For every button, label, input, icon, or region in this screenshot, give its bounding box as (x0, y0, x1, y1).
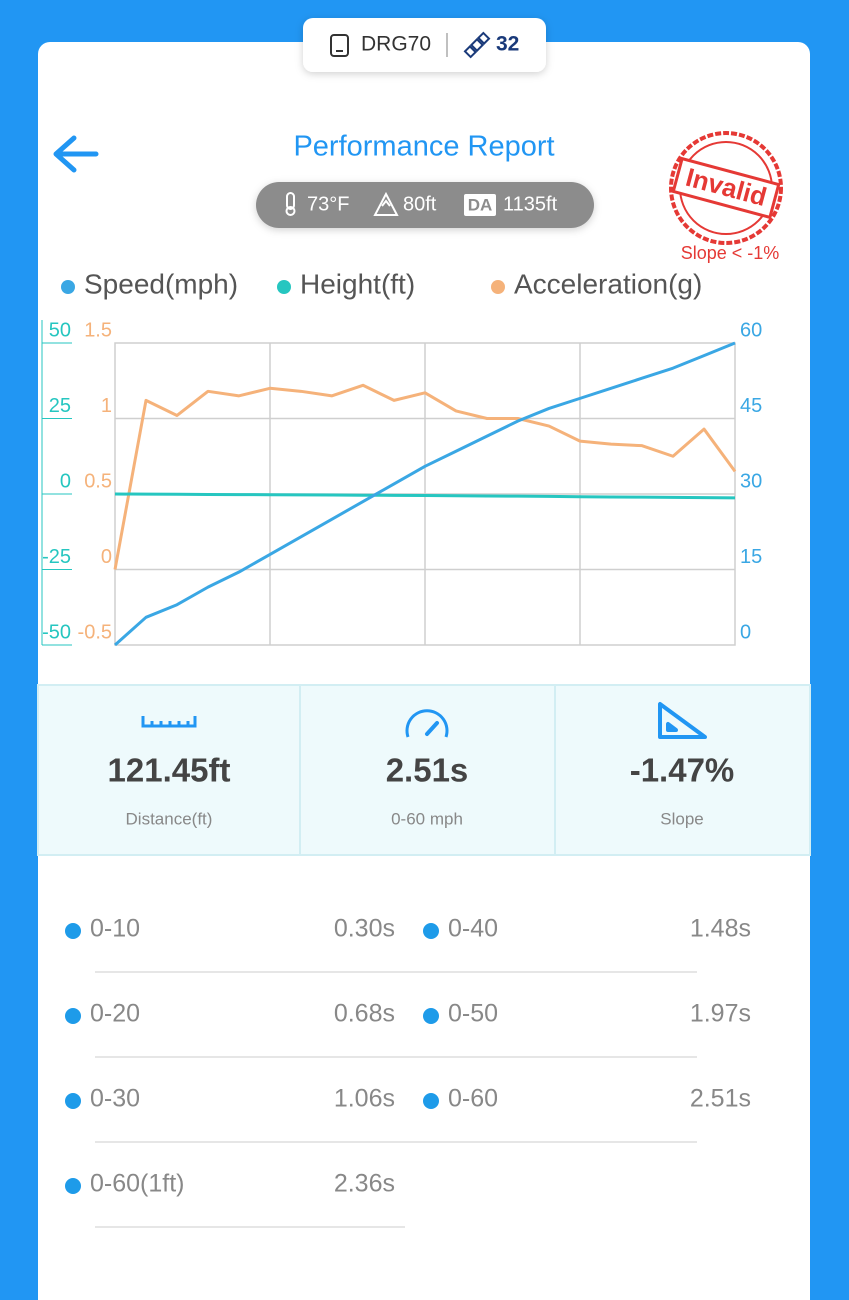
split-dot (423, 923, 439, 939)
altitude: 80ft (403, 193, 437, 215)
split-time: 1.48s (690, 915, 751, 943)
split-label: 0-30 (90, 1085, 140, 1113)
gauge-needle (425, 721, 439, 736)
da-label: DA (468, 195, 493, 214)
split-dot (65, 1093, 81, 1109)
stamp-note: Slope < -1% (681, 243, 780, 263)
stat-value: 2.51s (386, 752, 469, 789)
temperature: 73°F (307, 193, 349, 215)
legend-dot (277, 280, 291, 294)
y-tick-label: 25 (49, 395, 71, 417)
y-tick-label: 30 (740, 470, 762, 492)
series-line (114, 341, 736, 647)
split-dot (65, 1008, 81, 1024)
y-tick-label: 0 (60, 470, 71, 492)
y-tick-label: 0 (101, 546, 112, 568)
device-name: DRG70 (361, 33, 431, 56)
y-tick-label: 50 (49, 319, 71, 341)
card (38, 42, 810, 1300)
device-icon (330, 34, 349, 57)
y-tick-label: 15 (740, 546, 762, 568)
split-label: 0-60(1ft) (90, 1170, 184, 1198)
y-tick-label: 1.5 (84, 319, 112, 341)
stat-label: 0-60 mph (391, 809, 463, 828)
legend-dot (61, 280, 75, 294)
split-time: 2.36s (334, 1170, 395, 1198)
split-dot (423, 1008, 439, 1024)
stats-panel (37, 684, 811, 856)
split-time: 2.51s (690, 1085, 751, 1113)
stat-value: -1.47% (630, 752, 735, 789)
split-time: 0.68s (334, 1000, 395, 1028)
conditions-pill (256, 182, 594, 228)
legend-label: Acceleration(g) (514, 268, 702, 299)
split-dot (423, 1093, 439, 1109)
y-tick-label: -25 (42, 546, 71, 568)
series-line (114, 492, 736, 500)
page-title: Performance Report (293, 131, 554, 163)
density-altitude: 1135ft (503, 193, 558, 215)
y-tick-label: -0.5 (78, 621, 112, 643)
satellite-icon (463, 31, 491, 59)
split-dot (65, 923, 81, 939)
y-tick-label: 45 (740, 395, 762, 417)
split-label: 0-20 (90, 1000, 140, 1028)
stat-label: Distance(ft) (126, 809, 213, 828)
y-tick-label: 0 (740, 621, 751, 643)
da-badge (464, 194, 496, 216)
split-time: 0.30s (334, 915, 395, 943)
split-label: 0-40 (448, 915, 498, 943)
split-dot (65, 1178, 81, 1194)
split-time: 1.06s (334, 1085, 395, 1113)
device-pill[interactable] (303, 18, 546, 72)
split-label: 0-50 (448, 1000, 498, 1028)
stat-value: 121.45ft (108, 752, 231, 789)
y-tick-label: 1 (101, 395, 112, 417)
legend-label: Height(ft) (300, 268, 415, 299)
ruler-icon (141, 716, 197, 728)
legend-dot (491, 280, 505, 294)
y-tick-label: 60 (740, 319, 762, 341)
y-tick-label: 0.5 (84, 470, 112, 492)
thermometer-icon (285, 192, 296, 216)
satellite-count: 32 (496, 33, 519, 56)
slope-icon (658, 702, 707, 739)
series-line (113, 383, 737, 570)
legend-label: Speed(mph) (84, 268, 238, 299)
stat-label: Slope (660, 809, 703, 828)
gauge-icon (405, 709, 449, 738)
split-label: 0-60 (448, 1085, 498, 1113)
y-tick-label: -50 (42, 621, 71, 643)
split-time: 1.97s (690, 1000, 751, 1028)
back-button[interactable] (53, 135, 99, 173)
split-label: 0-10 (90, 915, 140, 943)
altitude-icon (373, 191, 399, 216)
